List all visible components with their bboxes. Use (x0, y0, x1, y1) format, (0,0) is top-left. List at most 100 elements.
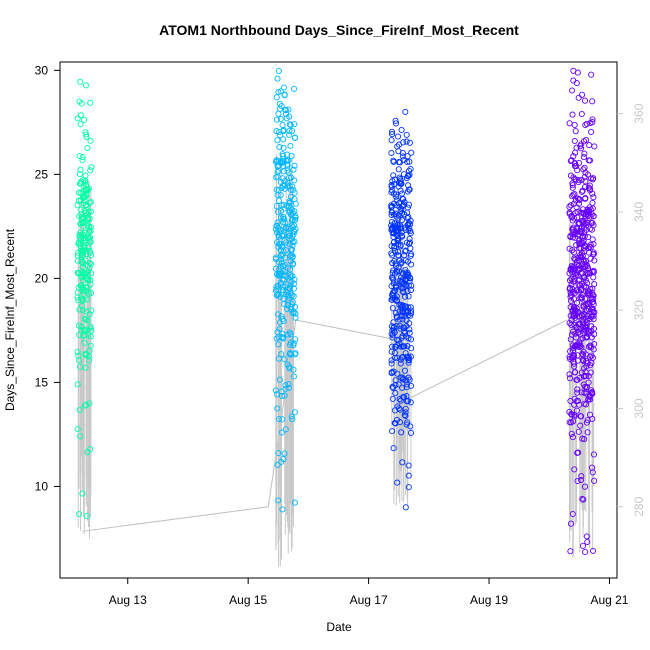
data-point (287, 174, 295, 181)
data-point (588, 388, 596, 396)
data-point (394, 143, 401, 150)
data-point (582, 368, 589, 376)
data-point (79, 157, 86, 164)
data-point (407, 304, 414, 311)
data-point (588, 323, 595, 330)
data-point (276, 266, 283, 273)
data-point (402, 276, 409, 283)
data-point (403, 381, 410, 388)
data-point (291, 121, 298, 128)
data-point (573, 163, 580, 170)
data-point (567, 291, 575, 298)
data-point (575, 265, 583, 272)
data-point (81, 239, 88, 246)
plot-area (59, 61, 618, 579)
data-point (389, 131, 396, 138)
data-point (287, 142, 294, 149)
data-point (77, 78, 84, 85)
data-point (291, 162, 298, 169)
data-point (277, 132, 284, 139)
data-point (588, 128, 595, 135)
data-point (589, 119, 596, 126)
data-point (273, 222, 280, 230)
data-point (76, 331, 83, 339)
data-point (292, 226, 299, 233)
data-point (405, 182, 412, 189)
data-point (292, 310, 299, 317)
y2-series-line (82, 319, 568, 532)
data-point (87, 99, 94, 106)
data-point (287, 341, 294, 348)
data-point (399, 153, 406, 160)
data-point (393, 323, 400, 330)
data-point (281, 392, 288, 399)
data-point (281, 450, 288, 457)
data-point (402, 108, 409, 115)
data-point (388, 282, 395, 290)
data-point (291, 499, 298, 506)
data-point (80, 251, 87, 258)
axes-layer: Aug 13 Aug 15 Aug 17 Aug 19 Aug 21 10 15 20 25 30… (35, 63, 646, 607)
data-point (567, 172, 574, 179)
data-point (85, 234, 92, 241)
data-point (84, 317, 91, 324)
y-tick-label: 10 (35, 479, 49, 493)
data-point (399, 312, 406, 320)
data-point (575, 329, 582, 336)
data-point (400, 270, 407, 277)
data-point (285, 381, 292, 388)
data-point (581, 164, 588, 171)
data-point (289, 127, 296, 135)
data-point (395, 159, 402, 166)
data-point (87, 137, 94, 144)
data-point (389, 334, 396, 341)
data-point (389, 226, 396, 233)
data-point (567, 548, 574, 555)
data-point (276, 319, 283, 326)
data-point (400, 156, 407, 164)
data-point (575, 200, 583, 207)
data-point (578, 188, 586, 195)
data-point (280, 318, 287, 325)
data-point (391, 329, 398, 336)
data-point (285, 223, 292, 230)
data-point (392, 117, 399, 124)
data-point (78, 206, 85, 213)
data-point (574, 397, 581, 404)
data-point (86, 224, 93, 231)
data-point (281, 205, 288, 212)
data-point (405, 472, 412, 479)
data-point (84, 275, 91, 283)
data-point (567, 336, 574, 343)
data-point (274, 173, 281, 180)
data-point (395, 183, 402, 190)
data-point (575, 94, 582, 101)
data-point (400, 309, 407, 316)
data-point (589, 219, 596, 227)
data-point (390, 276, 397, 283)
data-point (280, 144, 287, 151)
data-point (83, 251, 90, 258)
data-point (291, 409, 298, 416)
data-point (79, 490, 86, 497)
data-point (579, 495, 586, 502)
data-point (275, 355, 283, 362)
data-point (280, 248, 287, 255)
data-point (576, 237, 583, 244)
data-point (407, 165, 414, 173)
data-point (289, 216, 296, 223)
data-point (566, 286, 573, 293)
data-point (278, 313, 285, 320)
data-point (399, 308, 406, 315)
data-point (582, 548, 589, 556)
data-point (573, 299, 580, 306)
data-point (566, 203, 573, 210)
data-point (569, 217, 576, 224)
data-point (571, 306, 579, 313)
data-point (566, 120, 573, 127)
data-point (407, 382, 414, 389)
data-point (84, 186, 91, 193)
data-point (274, 405, 281, 412)
data-point (569, 510, 576, 518)
data-point (75, 189, 83, 196)
